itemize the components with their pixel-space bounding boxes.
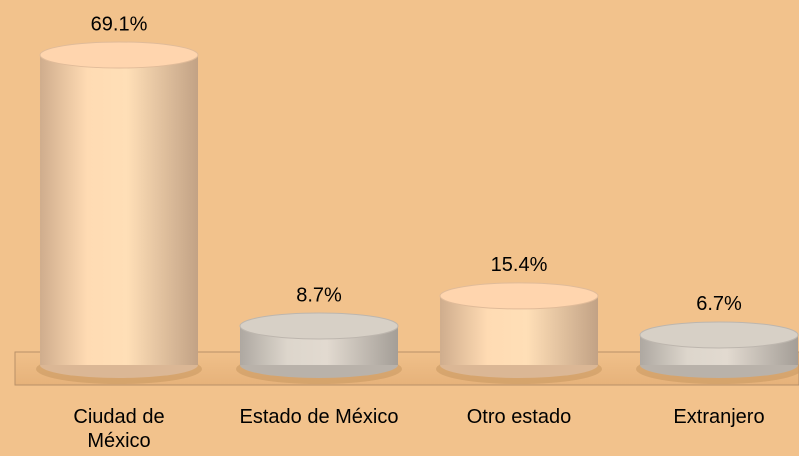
x-tick-label: Ciudad de México — [73, 406, 165, 452]
bar-top — [439, 282, 599, 310]
bar-top — [239, 312, 399, 340]
bar-top — [39, 41, 199, 69]
x-tick-label: Otro estado — [466, 406, 572, 428]
data-label: 69.1% — [91, 13, 148, 35]
data-label: 6.7% — [696, 293, 742, 315]
x-tick-label: Estado de México — [239, 406, 399, 428]
data-label: 15.4% — [491, 254, 548, 276]
data-label: 8.7% — [296, 284, 342, 306]
x-tick-label: Extranjero — [673, 406, 765, 428]
bar — [40, 55, 198, 365]
bar-top — [639, 321, 799, 349]
